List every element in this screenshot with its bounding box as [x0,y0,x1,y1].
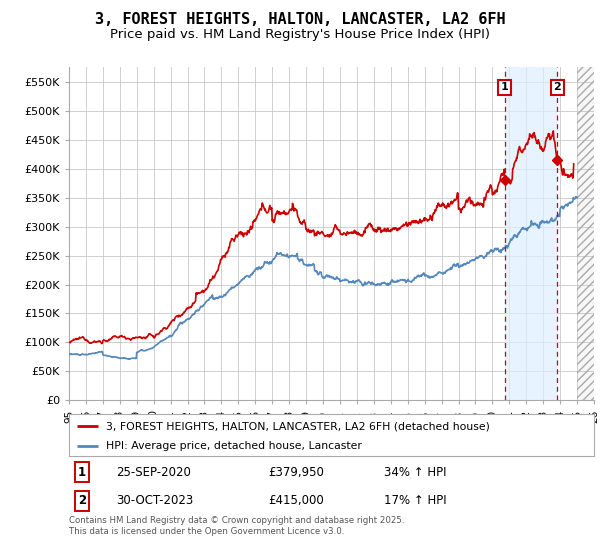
Text: Price paid vs. HM Land Registry's House Price Index (HPI): Price paid vs. HM Land Registry's House … [110,28,490,41]
Text: 2: 2 [78,494,86,507]
Text: 1: 1 [78,466,86,479]
Text: 3, FOREST HEIGHTS, HALTON, LANCASTER, LA2 6FH (detached house): 3, FOREST HEIGHTS, HALTON, LANCASTER, LA… [106,421,490,431]
Text: 25-SEP-2020: 25-SEP-2020 [116,466,191,479]
Text: Contains HM Land Registry data © Crown copyright and database right 2025.
This d: Contains HM Land Registry data © Crown c… [69,516,404,536]
Bar [505,67,557,400]
Text: 17% ↑ HPI: 17% ↑ HPI [384,494,446,507]
Text: HPI: Average price, detached house, Lancaster: HPI: Average price, detached house, Lanc… [106,441,362,451]
Text: 2: 2 [553,82,561,92]
Bar [577,67,594,400]
Text: 3, FOREST HEIGHTS, HALTON, LANCASTER, LA2 6FH: 3, FOREST HEIGHTS, HALTON, LANCASTER, LA… [95,12,505,27]
Text: 34% ↑ HPI: 34% ↑ HPI [384,466,446,479]
Bar [577,67,594,400]
Text: 1: 1 [501,82,509,92]
Text: 30-OCT-2023: 30-OCT-2023 [116,494,193,507]
Text: £379,950: £379,950 [269,466,325,479]
Text: £415,000: £415,000 [269,494,324,507]
